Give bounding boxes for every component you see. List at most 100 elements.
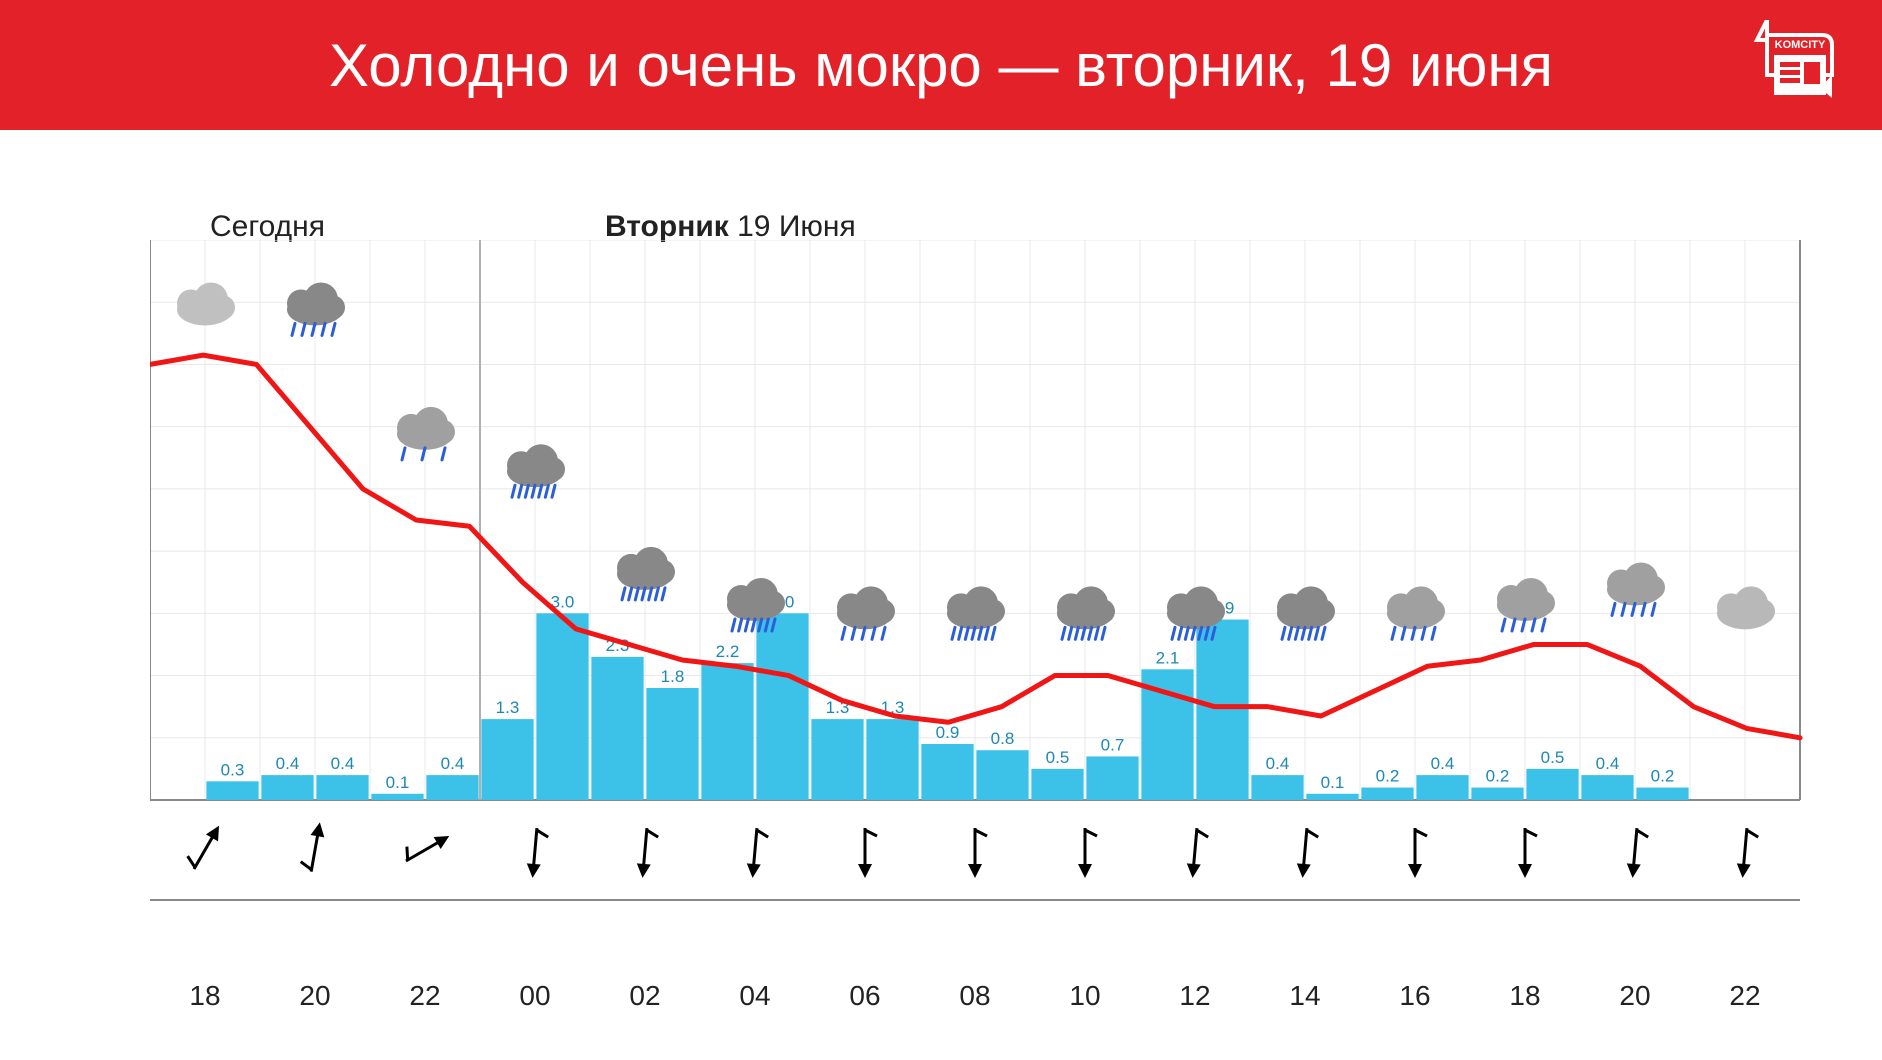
svg-text:0.4: 0.4 [331, 754, 355, 773]
svg-text:0.1: 0.1 [386, 773, 410, 792]
wind-arrow-icon [858, 828, 877, 878]
wind-arrow-icon [636, 827, 659, 878]
wind-arrow-icon [526, 827, 549, 878]
svg-text:0.4: 0.4 [1596, 754, 1620, 773]
x-axis: 182022000204060810121416182022 [150, 980, 1800, 1012]
wind-arrow-icon [1296, 827, 1319, 878]
svg-text:0.2: 0.2 [1486, 767, 1510, 786]
svg-text:0.2: 0.2 [1376, 767, 1400, 786]
precip-bar [1031, 769, 1083, 800]
wind-arrow-icon [1078, 828, 1097, 878]
weather-icon [947, 586, 1005, 639]
page-title: Холодно и очень мокро — вторник, 19 июня [329, 31, 1553, 100]
svg-text:0.4: 0.4 [441, 754, 465, 773]
x-axis-label: 10 [1030, 980, 1140, 1012]
svg-text:0.4: 0.4 [276, 754, 300, 773]
weather-icon [617, 547, 675, 600]
precip-bar [1086, 756, 1138, 800]
svg-text:0.4: 0.4 [1431, 754, 1455, 773]
komcity-logo-icon: KOMCITY [1752, 20, 1842, 115]
x-axis-label: 06 [810, 980, 920, 1012]
wind-arrow-icon [400, 826, 453, 867]
wind-arrow-icon [1186, 827, 1209, 878]
precip-bar [591, 657, 643, 800]
precip-bar [1636, 788, 1688, 800]
header-banner: Холодно и очень мокро — вторник, 19 июня… [0, 0, 1882, 130]
weather-icon [1717, 586, 1775, 629]
svg-text:KOMCITY: KOMCITY [1775, 39, 1826, 51]
label-next-rest: 19 Июня [729, 210, 856, 243]
precip-bar [921, 744, 973, 800]
weather-icon [397, 407, 455, 460]
svg-text:2.2: 2.2 [716, 642, 740, 661]
precip-bar [646, 688, 698, 800]
wind-arrow-icon [1736, 827, 1759, 878]
x-axis-label: 22 [370, 980, 480, 1012]
wind-arrow-icon [968, 828, 987, 878]
x-axis-label: 16 [1360, 980, 1470, 1012]
precip-bar [371, 794, 423, 800]
x-axis-label: 18 [1470, 980, 1580, 1012]
precip-bar [316, 775, 368, 800]
precip-bar [1581, 775, 1633, 800]
plot-svg: 8°10°12°14°16°18°20°22°24°26°0.30.40.40.… [150, 240, 1840, 940]
wind-arrow-icon [1626, 827, 1649, 878]
svg-text:1.8: 1.8 [661, 667, 685, 686]
weather-icon [177, 282, 235, 325]
x-axis-label: 02 [590, 980, 700, 1012]
x-axis-label: 14 [1250, 980, 1360, 1012]
precip-bar [481, 719, 533, 800]
svg-text:0.1: 0.1 [1321, 773, 1345, 792]
label-today: Сегодня [210, 210, 325, 244]
precip-bar [1306, 794, 1358, 800]
precip-bar [866, 719, 918, 800]
weather-icon [287, 282, 345, 335]
precip-bar [261, 775, 313, 800]
wind-arrow-icon [1408, 828, 1427, 878]
svg-text:0.2: 0.2 [1651, 767, 1675, 786]
precip-bar [426, 775, 478, 800]
day-labels: Сегодня Вторник 19 Июня [210, 210, 856, 244]
x-axis-label: 00 [480, 980, 590, 1012]
precip-bar [1416, 775, 1468, 800]
svg-text:0.4: 0.4 [1266, 754, 1290, 773]
x-axis-label: 18 [150, 980, 260, 1012]
precip-bar [701, 663, 753, 800]
weather-icon [1277, 586, 1335, 639]
svg-text:0.3: 0.3 [221, 760, 245, 779]
x-axis-label: 12 [1140, 980, 1250, 1012]
svg-text:0.8: 0.8 [991, 729, 1015, 748]
wind-arrow-icon [746, 827, 769, 878]
label-next-bold: Вторник [605, 210, 729, 243]
svg-text:0.5: 0.5 [1541, 748, 1565, 767]
label-next-day: Вторник 19 Июня [605, 210, 856, 244]
weather-icon [1387, 586, 1445, 639]
precip-bar [1251, 775, 1303, 800]
svg-text:0.9: 0.9 [936, 723, 960, 742]
svg-text:1.3: 1.3 [496, 698, 520, 717]
precip-bar [536, 613, 588, 800]
precip-bar [206, 781, 258, 800]
precip-bar [756, 613, 808, 800]
x-axis-label: 08 [920, 980, 1030, 1012]
wind-arrow-icon [1518, 828, 1537, 878]
x-axis-label: 04 [700, 980, 810, 1012]
x-axis-label: 22 [1690, 980, 1800, 1012]
precip-bar [1361, 788, 1413, 800]
weather-icon [1607, 562, 1665, 615]
weather-icon [837, 586, 895, 639]
precip-bar [1471, 788, 1523, 800]
svg-text:0.5: 0.5 [1046, 748, 1070, 767]
precip-bar [1196, 620, 1248, 800]
precip-bar [976, 750, 1028, 800]
x-axis-label: 20 [1580, 980, 1690, 1012]
weather-icon [1497, 578, 1555, 631]
weather-icon [1057, 586, 1115, 639]
wind-arrow-icon [184, 820, 225, 873]
precip-bar [811, 719, 863, 800]
svg-text:2.1: 2.1 [1156, 648, 1180, 667]
svg-text:0.7: 0.7 [1101, 735, 1125, 754]
precip-bar [1526, 769, 1578, 800]
wind-arrow-icon [299, 820, 326, 873]
weather-chart: Сегодня Вторник 19 Июня 8°10°12°14°16°18… [80, 210, 1802, 1030]
